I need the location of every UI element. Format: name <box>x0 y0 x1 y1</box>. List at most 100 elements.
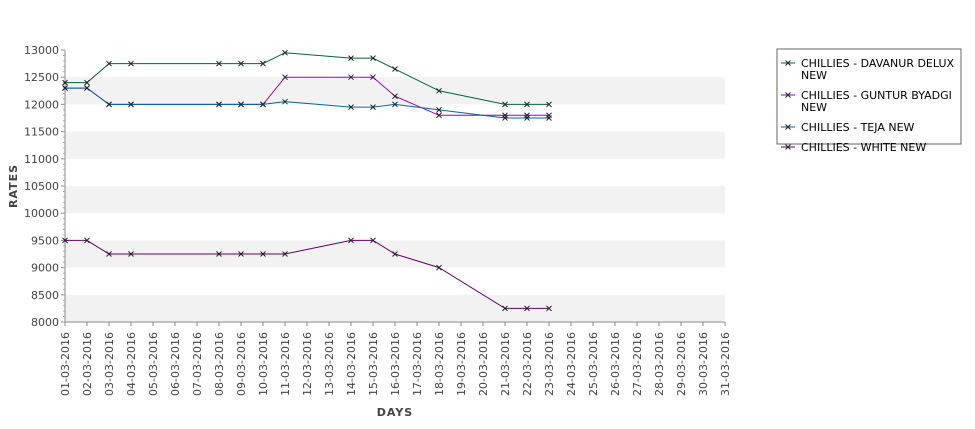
data-point <box>106 251 112 257</box>
marker-stroke <box>348 55 354 62</box>
marker-stroke <box>238 60 244 67</box>
x-tick-label: 31-03-2016 <box>719 332 732 396</box>
marker-stroke <box>106 251 112 257</box>
data-point <box>216 60 222 67</box>
marker-stroke <box>62 79 68 86</box>
legend-swatch-marker <box>785 92 791 98</box>
data-point <box>436 264 442 271</box>
data-point <box>348 55 354 62</box>
x-tick-label: 05-03-2016 <box>147 332 160 396</box>
x-tick-label: 15-03-2016 <box>367 332 380 396</box>
x-tick-label: 17-03-2016 <box>411 332 424 396</box>
data-point <box>370 74 376 81</box>
legend-box <box>776 48 962 145</box>
data-point <box>370 104 376 110</box>
marker-stroke <box>260 251 266 257</box>
x-tick-label: 07-03-2016 <box>191 332 204 396</box>
marker-stroke <box>84 85 90 91</box>
y-axis-title: RATES <box>7 164 20 208</box>
data-point <box>502 115 508 121</box>
data-point <box>524 115 530 121</box>
marker-stroke <box>348 74 354 81</box>
marker-stroke <box>282 251 288 257</box>
marker-stroke <box>216 60 222 67</box>
marker-stroke <box>524 115 530 121</box>
marker-stroke <box>348 104 354 110</box>
data-point <box>282 98 288 105</box>
plot-background-bands <box>65 77 725 322</box>
marker-stroke <box>392 101 398 108</box>
data-point <box>282 251 288 257</box>
marker-stroke <box>392 93 398 100</box>
x-tick-label: 28-03-2016 <box>653 332 666 396</box>
data-point <box>546 101 552 108</box>
legend-swatch-marker <box>785 124 791 130</box>
data-point <box>62 79 68 86</box>
x-tick-label: 22-03-2016 <box>521 332 534 396</box>
data-point <box>392 251 398 257</box>
x-tick-label: 01-03-2016 <box>59 332 72 396</box>
data-point <box>524 305 530 312</box>
data-point <box>62 85 68 91</box>
x-tick-label: 19-03-2016 <box>455 332 468 396</box>
x-tick-label: 03-03-2016 <box>103 332 116 396</box>
y-axis: 8000 8500 9000 9500 10000 10500 11000 11500 1200… <box>24 44 66 329</box>
marker-stroke <box>436 87 442 94</box>
data-point <box>546 115 552 121</box>
y-tick-label: 10000 <box>24 207 59 220</box>
data-point <box>260 60 266 67</box>
data-point <box>436 87 442 94</box>
data-point <box>502 101 508 108</box>
x-axis: 01-03-2016 02-03-2016 03-03-2016 04-03-2016… <box>59 321 732 396</box>
data-point <box>260 101 266 108</box>
x-tick-label: 16-03-2016 <box>389 332 402 396</box>
marker-stroke <box>62 85 68 91</box>
data-point <box>502 305 508 312</box>
marker-stroke <box>546 115 552 121</box>
legend-swatch-marker <box>785 144 791 150</box>
marker-stroke <box>282 49 288 56</box>
data-point <box>216 101 222 108</box>
marker-stroke <box>282 98 288 105</box>
plot-band <box>65 131 725 159</box>
plot-band <box>65 77 725 105</box>
data-point <box>216 251 222 257</box>
marker-stroke <box>106 101 112 108</box>
data-point <box>128 60 134 67</box>
series-layer <box>62 49 552 312</box>
plot-band <box>65 294 725 322</box>
y-tick-label: 12500 <box>24 71 59 84</box>
x-axis-title: DAYS <box>377 406 413 419</box>
y-tick-label: 10500 <box>24 180 59 193</box>
data-point <box>436 106 442 113</box>
y-tick-label: 11500 <box>24 126 59 139</box>
legend-label: NEW <box>801 69 827 82</box>
marker-stroke <box>62 237 68 244</box>
marker-stroke <box>502 305 508 312</box>
marker-stroke <box>260 60 266 67</box>
x-tick-label: 18-03-2016 <box>433 332 446 396</box>
data-point <box>84 79 90 86</box>
x-tick-label: 30-03-2016 <box>697 332 710 396</box>
data-point <box>128 101 134 108</box>
x-tick-label: 27-03-2016 <box>631 332 644 396</box>
x-tick-label: 04-03-2016 <box>125 332 138 396</box>
marker-stroke <box>546 101 552 108</box>
data-point <box>238 251 244 257</box>
data-point <box>62 237 68 244</box>
x-tick-label: 12-03-2016 <box>301 332 314 396</box>
plot-band <box>65 186 725 214</box>
series-3 <box>62 85 552 121</box>
y-tick-label: 13000 <box>24 44 59 57</box>
marker-stroke <box>106 60 112 67</box>
data-point <box>524 101 530 108</box>
data-point <box>84 237 90 244</box>
marker-stroke <box>238 251 244 257</box>
x-tick-label: 11-03-2016 <box>279 332 292 396</box>
legend-label: NEW <box>801 101 827 114</box>
x-tick-label: 23-03-2016 <box>543 332 556 396</box>
data-point <box>370 237 376 244</box>
